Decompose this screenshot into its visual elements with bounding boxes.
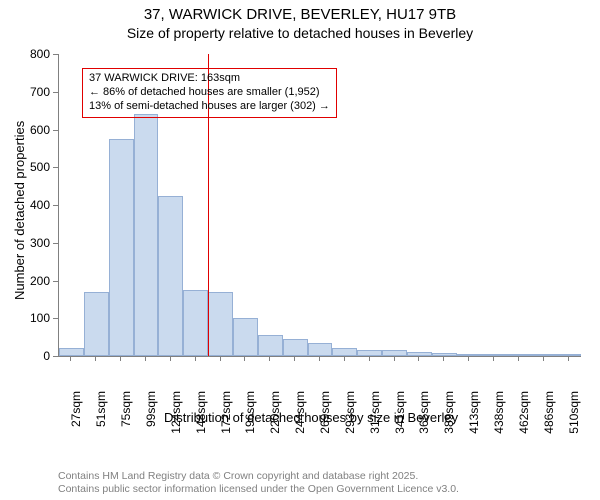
- x-tick-mark: [568, 356, 569, 361]
- x-tick-label: 389sqm: [442, 391, 456, 435]
- annotation-line-3: 13% of semi-detached houses are larger (…: [89, 100, 330, 114]
- histogram-bar: [357, 350, 382, 356]
- chart-container: Number of detached properties Distributi…: [0, 46, 600, 446]
- histogram-bar: [109, 139, 134, 356]
- y-tick-label: 200: [24, 274, 50, 288]
- x-tick-label: 365sqm: [417, 391, 431, 435]
- x-tick-label: 196sqm: [243, 391, 257, 435]
- y-tick-mark: [53, 130, 58, 131]
- histogram-bar: [183, 290, 208, 356]
- annotation-line-1: 37 WARWICK DRIVE: 163sqm: [89, 72, 330, 86]
- histogram-bar: [506, 354, 531, 356]
- y-tick-mark: [53, 205, 58, 206]
- footer-attribution: Contains HM Land Registry data © Crown c…: [58, 470, 459, 496]
- title-line-1: 37, WARWICK DRIVE, BEVERLEY, HU17 9TB: [0, 6, 600, 25]
- x-tick-mark: [493, 356, 494, 361]
- x-tick-label: 99sqm: [144, 391, 158, 435]
- x-tick-label: 148sqm: [194, 391, 208, 435]
- x-tick-label: 413sqm: [467, 391, 481, 435]
- y-tick-mark: [53, 281, 58, 282]
- y-tick-mark: [53, 92, 58, 93]
- histogram-bar: [308, 343, 333, 356]
- x-axis-label: Distribution of detached houses by size …: [164, 410, 458, 425]
- x-tick-label: 244sqm: [293, 391, 307, 435]
- x-tick-label: 341sqm: [393, 391, 407, 435]
- histogram-bar: [407, 352, 432, 356]
- x-tick-mark: [518, 356, 519, 361]
- x-tick-mark: [145, 356, 146, 361]
- x-tick-mark: [369, 356, 370, 361]
- x-tick-mark: [394, 356, 395, 361]
- y-tick-label: 700: [24, 85, 50, 99]
- x-tick-label: 75sqm: [119, 391, 133, 435]
- x-tick-label: 293sqm: [343, 391, 357, 435]
- x-tick-label: 269sqm: [318, 391, 332, 435]
- x-tick-mark: [344, 356, 345, 361]
- x-tick-label: 51sqm: [94, 391, 108, 435]
- y-tick-label: 800: [24, 47, 50, 61]
- x-tick-mark: [319, 356, 320, 361]
- histogram-bar: [208, 292, 233, 356]
- histogram-bar: [84, 292, 109, 356]
- x-tick-label: 438sqm: [492, 391, 506, 435]
- histogram-bar: [134, 114, 159, 356]
- y-tick-mark: [53, 356, 58, 357]
- histogram-bar: [382, 350, 407, 356]
- chart-title: 37, WARWICK DRIVE, BEVERLEY, HU17 9TB Si…: [0, 0, 600, 42]
- x-tick-label: 462sqm: [517, 391, 531, 435]
- y-tick-label: 400: [24, 198, 50, 212]
- x-tick-mark: [418, 356, 419, 361]
- y-tick-label: 300: [24, 236, 50, 250]
- x-tick-mark: [468, 356, 469, 361]
- x-tick-label: 27sqm: [69, 391, 83, 435]
- histogram-bar: [59, 348, 84, 356]
- x-tick-mark: [70, 356, 71, 361]
- x-tick-label: 124sqm: [169, 391, 183, 435]
- y-tick-label: 0: [24, 349, 50, 363]
- footer-line-1: Contains HM Land Registry data © Crown c…: [58, 470, 459, 483]
- histogram-bar: [258, 335, 283, 356]
- x-tick-mark: [120, 356, 121, 361]
- x-tick-label: 510sqm: [567, 391, 581, 435]
- y-tick-mark: [53, 318, 58, 319]
- annotation-box: 37 WARWICK DRIVE: 163sqm← 86% of detache…: [82, 68, 337, 118]
- x-tick-label: 317sqm: [368, 391, 382, 435]
- y-tick-mark: [53, 54, 58, 55]
- footer-line-2: Contains public sector information licen…: [58, 483, 459, 496]
- title-line-2: Size of property relative to detached ho…: [0, 25, 600, 43]
- y-tick-label: 100: [24, 311, 50, 325]
- x-tick-mark: [294, 356, 295, 361]
- x-tick-mark: [170, 356, 171, 361]
- y-tick-label: 500: [24, 160, 50, 174]
- x-tick-mark: [269, 356, 270, 361]
- y-tick-mark: [53, 243, 58, 244]
- annotation-line-2: ← 86% of detached houses are smaller (1,…: [89, 86, 330, 100]
- x-tick-mark: [244, 356, 245, 361]
- x-tick-mark: [543, 356, 544, 361]
- histogram-bar: [158, 196, 183, 356]
- histogram-bar: [332, 348, 357, 356]
- histogram-bar: [283, 339, 308, 356]
- x-tick-mark: [443, 356, 444, 361]
- x-tick-label: 220sqm: [268, 391, 282, 435]
- histogram-bar: [233, 318, 258, 356]
- x-tick-label: 486sqm: [542, 391, 556, 435]
- y-tick-mark: [53, 167, 58, 168]
- histogram-bar: [556, 354, 581, 356]
- histogram-bar: [531, 354, 556, 356]
- x-tick-label: 172sqm: [219, 391, 233, 435]
- x-tick-mark: [220, 356, 221, 361]
- y-tick-label: 600: [24, 123, 50, 137]
- x-tick-mark: [95, 356, 96, 361]
- x-tick-mark: [195, 356, 196, 361]
